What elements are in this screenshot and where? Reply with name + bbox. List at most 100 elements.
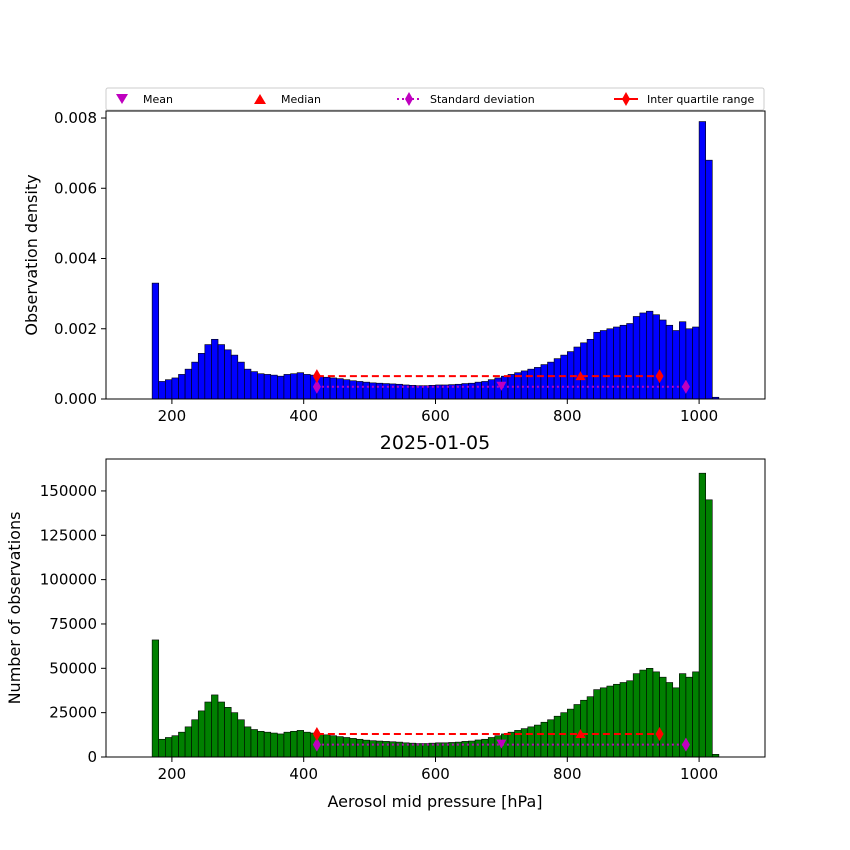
histogram-bar <box>343 737 350 757</box>
histogram-bar <box>541 365 548 399</box>
histogram-bar <box>673 331 680 399</box>
histogram-bar <box>534 367 541 399</box>
histogram-bar <box>238 362 245 399</box>
histogram-bar <box>594 690 601 757</box>
density-x-ticks: 200 400 600 800 1000 <box>158 399 719 425</box>
histogram-bar <box>159 381 166 399</box>
histogram-bar <box>271 375 278 399</box>
histogram-bar <box>330 736 337 757</box>
histogram-bar <box>699 473 706 757</box>
histogram-bar <box>587 339 594 399</box>
histogram-bar <box>376 741 383 757</box>
y-tick-label: 150000 <box>40 482 97 500</box>
x-tick-label: 200 <box>158 407 187 425</box>
histogram-bar <box>482 739 489 757</box>
histogram-bar <box>594 332 601 399</box>
histogram-bar <box>488 737 495 757</box>
x-tick-label: 400 <box>289 407 318 425</box>
histogram-bar <box>356 739 363 757</box>
histogram-bar <box>673 688 680 757</box>
histogram-bar <box>165 737 172 757</box>
density-bars <box>152 122 719 399</box>
histogram-bar <box>192 362 199 399</box>
histogram-bar <box>185 727 192 757</box>
histogram-bar <box>304 374 311 399</box>
histogram-bar <box>238 720 245 757</box>
histogram-bar <box>416 386 423 399</box>
histogram-bar <box>607 686 614 757</box>
y-tick-label: 0.008 <box>54 109 97 127</box>
histogram-bar <box>613 684 620 757</box>
legend-label-median: Median <box>281 93 321 106</box>
histogram-bar <box>211 339 218 399</box>
histogram-bar <box>258 731 265 757</box>
histogram-bar <box>580 700 587 757</box>
histogram-bar <box>323 377 330 399</box>
histogram-bar <box>468 741 475 757</box>
histogram-bar <box>251 730 258 757</box>
histogram-bar <box>231 713 238 757</box>
histogram-bar <box>159 739 166 757</box>
histogram-bar <box>343 380 350 399</box>
legend-label-mean: Mean <box>143 93 173 106</box>
y-tick-label: 125000 <box>40 526 97 544</box>
histogram-bar <box>304 732 311 757</box>
y-tick-label: 0.000 <box>54 390 97 408</box>
histogram-bar <box>350 381 357 399</box>
histogram-bar <box>693 672 700 757</box>
histogram-bar <box>291 374 298 399</box>
histogram-bar <box>475 382 482 399</box>
y-tick-label: 50000 <box>49 659 97 677</box>
histogram-bar <box>541 722 548 757</box>
histogram-bar <box>534 725 541 757</box>
histogram-bar <box>284 732 291 757</box>
histogram-bar <box>600 688 607 757</box>
histogram-bar <box>370 741 377 757</box>
y-tick-label: 100000 <box>40 571 97 589</box>
histogram-bar <box>205 702 212 757</box>
x-tick-label: 1000 <box>680 407 718 425</box>
y-tick-label: 0.002 <box>54 320 97 338</box>
count-x-ticks: 200 400 600 800 1000 <box>158 757 719 783</box>
legend-label-std: Standard deviation <box>430 93 535 106</box>
histogram-bar <box>152 283 159 399</box>
count-y-axis-label: Number of observations <box>5 512 24 705</box>
histogram-bar <box>475 740 482 757</box>
y-tick-label: 75000 <box>49 615 97 633</box>
histogram-bar <box>580 343 587 399</box>
histogram-bar <box>666 683 673 758</box>
histogram-bar <box>699 122 706 399</box>
histogram-bar <box>468 383 475 399</box>
count-bars <box>152 473 719 757</box>
histogram-bar <box>178 374 185 399</box>
histogram-bar <box>482 381 489 399</box>
figure-title: 2025-01-05 <box>380 432 490 454</box>
histogram-bar <box>185 369 192 399</box>
histogram-bar <box>706 160 713 399</box>
legend-label-iqr: Inter quartile range <box>647 93 754 106</box>
histogram-bar <box>225 350 232 399</box>
histogram-bar <box>607 329 614 399</box>
x-tick-label: 800 <box>553 407 582 425</box>
histogram-bar <box>376 383 383 399</box>
histogram-bar <box>172 378 179 399</box>
histogram-bar <box>363 382 370 399</box>
histogram-bar <box>211 695 218 757</box>
histogram-bar <box>488 380 495 399</box>
x-tick-label: 600 <box>421 765 450 783</box>
histogram-bar <box>323 735 330 757</box>
histogram-bar <box>277 376 284 399</box>
histogram-bar <box>521 729 528 757</box>
histogram-bar <box>291 731 298 757</box>
histogram-bar <box>706 500 713 757</box>
histogram-bar <box>297 373 304 399</box>
histogram-bar <box>225 707 232 757</box>
count-histogram-panel: 200 400 600 800 1000 0 25000 50000 75000 100000 1… <box>5 459 765 783</box>
x-tick-label: 800 <box>553 765 582 783</box>
histogram-bar <box>548 720 555 757</box>
histogram-bar <box>416 744 423 757</box>
histogram-bar <box>297 730 304 757</box>
histogram-bar <box>350 738 357 757</box>
histogram-bar <box>554 716 561 757</box>
